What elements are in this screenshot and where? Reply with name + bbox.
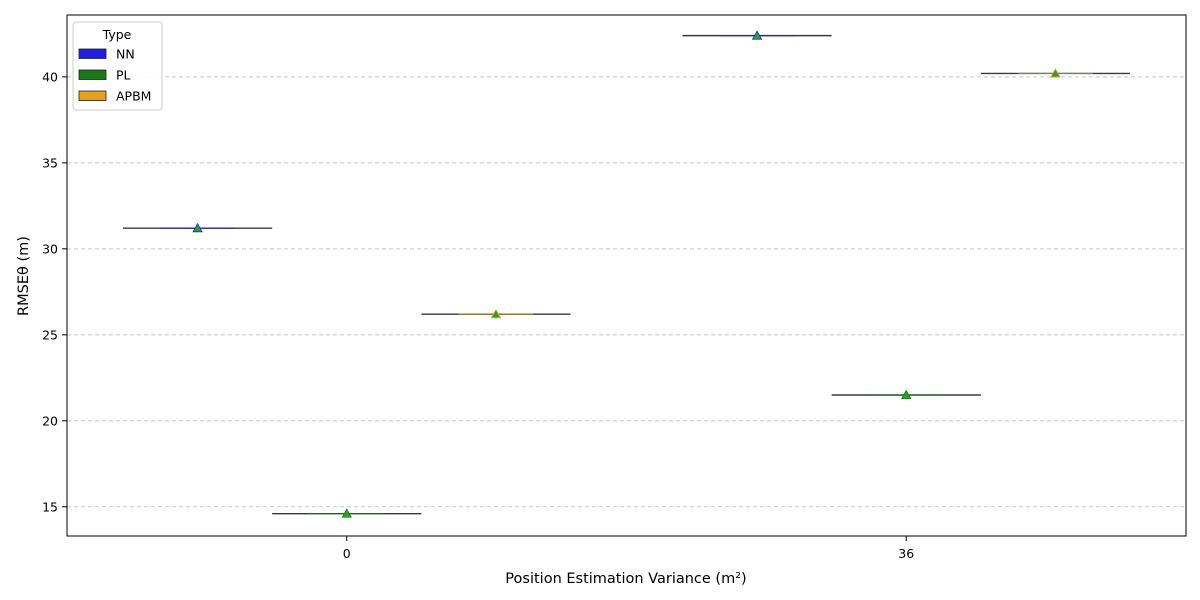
legend-swatch-pl <box>78 69 107 80</box>
box-apbm-36 <box>980 68 1131 78</box>
legend-frame <box>72 21 163 111</box>
y-tick-label: 25 <box>42 327 58 342</box>
axis-ticks: 15 20 25 30 35 40 0 36 <box>42 69 914 561</box>
x-tick-label: 36 <box>898 546 914 561</box>
y-tick-label: 20 <box>42 413 58 428</box>
box-nn-36 <box>682 30 832 40</box>
mean-marker <box>341 508 352 518</box>
y-tick-label: 15 <box>42 499 58 514</box>
legend-swatch-nn <box>78 48 107 59</box>
mean-marker <box>192 222 203 233</box>
plot-frame <box>66 14 1187 537</box>
y-axis-label: RMSEθ (m) <box>16 236 32 316</box>
y-tick-label: 30 <box>42 241 58 256</box>
mean-marker <box>751 30 763 40</box>
x-tick-label: 0 <box>343 546 351 561</box>
box-apbm-0 <box>421 308 571 319</box>
legend-label-apbm: APBM <box>116 89 151 104</box>
legend-swatch-apbm <box>78 90 107 101</box>
boxes <box>122 30 1131 518</box>
x-axis-label: Position Estimation Variance (m²) <box>505 571 746 587</box>
legend: Type NN PL APBM <box>72 21 163 111</box>
grid-lines <box>67 76 1186 508</box>
legend-label-nn: NN <box>116 47 135 62</box>
y-tick-label: 35 <box>42 155 58 170</box>
mean-marker <box>1050 68 1061 78</box>
box-nn-0 <box>122 222 273 233</box>
box-pl-0 <box>272 508 422 518</box>
y-tick-label: 40 <box>42 69 58 84</box>
mean-marker <box>901 389 912 400</box>
box-pl-36 <box>831 389 981 400</box>
legend-title: Type <box>102 27 132 42</box>
legend-label-pl: PL <box>116 68 131 83</box>
mean-marker <box>490 308 502 319</box>
